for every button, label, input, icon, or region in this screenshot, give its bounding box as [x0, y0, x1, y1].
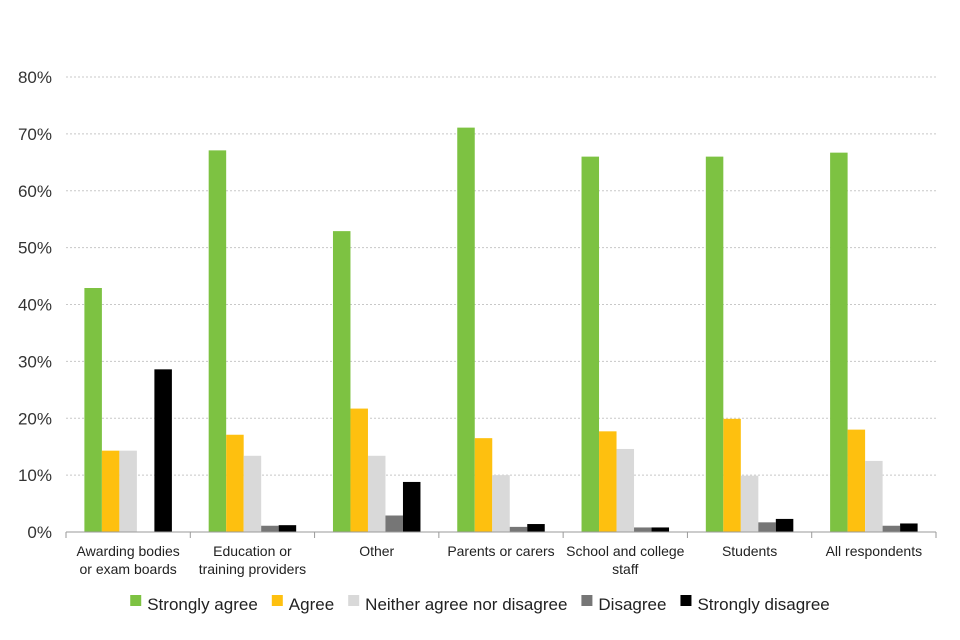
bar — [634, 527, 652, 532]
bar — [509, 526, 528, 532]
bar — [705, 156, 724, 532]
legend-label: Strongly agree — [147, 595, 258, 614]
legend-item: Agree — [271, 595, 334, 614]
bar — [367, 455, 386, 532]
x-axis — [65, 531, 937, 538]
y-tick-label: 70% — [18, 125, 52, 144]
y-tick-label: 60% — [18, 182, 52, 201]
legend-swatch — [680, 595, 692, 606]
y-tick-label: 80% — [18, 68, 52, 87]
bar — [243, 455, 262, 532]
bar — [261, 525, 279, 532]
legend-item: Neither agree nor disagree — [348, 595, 567, 614]
legend-swatch — [130, 595, 142, 606]
bar — [208, 150, 227, 532]
bar — [581, 156, 600, 532]
legend-item: Disagree — [581, 595, 666, 614]
bar — [278, 525, 297, 532]
bar — [402, 481, 421, 532]
category-label: Other — [359, 543, 394, 559]
legend-item: Strongly disagree — [680, 595, 830, 614]
legend-swatch — [271, 595, 283, 606]
bar — [226, 434, 244, 532]
y-tick-label: 30% — [18, 352, 52, 371]
category-label: School and college staff — [566, 543, 685, 577]
gridlines — [66, 76, 936, 476]
bars — [84, 127, 918, 533]
y-tick-label: 10% — [18, 466, 52, 485]
category-label: Students — [722, 543, 777, 559]
bar — [350, 408, 368, 532]
bar — [474, 438, 493, 532]
y-tick-label: 0% — [27, 523, 52, 542]
y-tick-label: 20% — [18, 409, 52, 428]
bar — [758, 522, 776, 532]
bar — [775, 518, 794, 532]
category-label: Parents or carers — [447, 543, 554, 559]
legend-swatch — [348, 595, 360, 606]
legend-label: Strongly disagree — [697, 595, 829, 614]
legend-label: Disagree — [598, 595, 666, 614]
bar — [651, 527, 670, 532]
legend-swatch — [581, 595, 593, 606]
bar — [119, 450, 137, 532]
bar — [332, 231, 351, 532]
bar — [900, 523, 918, 532]
bar — [723, 418, 741, 532]
legend-item: Strongly agree — [130, 595, 258, 614]
y-tick-label: 50% — [18, 239, 52, 258]
y-tick-label: 40% — [18, 296, 52, 315]
bar — [457, 127, 475, 533]
bar — [385, 515, 403, 532]
bar — [101, 450, 120, 532]
bar — [740, 475, 759, 532]
legend-label: Neither agree nor disagree — [365, 595, 567, 614]
category-label: Education or training providers — [199, 543, 306, 577]
category-labels: Awarding bodies or exam boards Education o… — [77, 543, 923, 577]
bar — [865, 460, 883, 532]
category-label: Awarding bodies or exam boards — [77, 543, 180, 577]
legend: Strongly agree Agree Neither agree nor dis… — [130, 595, 830, 614]
bar — [154, 369, 172, 532]
bar — [599, 431, 617, 532]
bar — [830, 152, 848, 533]
bar — [84, 288, 102, 532]
y-axis-tick-labels: 0% 10% 20% 30% 40% 50% 60% 70% 80% — [18, 68, 52, 542]
category-label: All respondents — [826, 543, 923, 559]
bar — [492, 475, 510, 532]
bar — [882, 525, 901, 532]
bar — [527, 524, 545, 532]
bar — [616, 448, 635, 532]
legend-label: Agree — [289, 595, 334, 614]
bar — [847, 429, 866, 532]
